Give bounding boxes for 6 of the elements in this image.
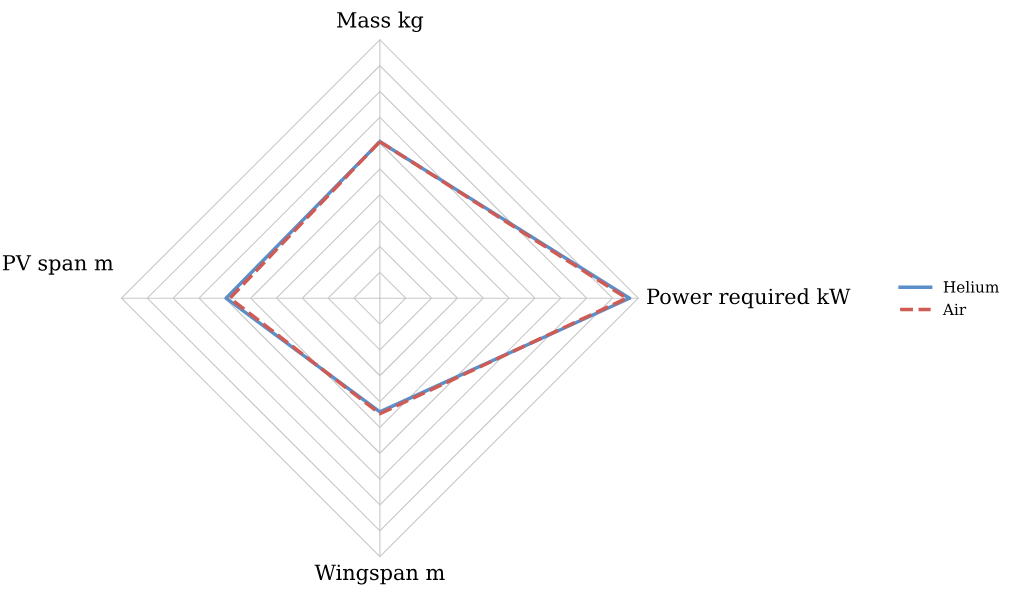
spoke-label: Mass kg <box>337 11 424 33</box>
spoke-label: Power required kW <box>647 288 851 309</box>
legend-label: Air <box>942 303 967 315</box>
spoke-label: Wingspan m <box>314 564 445 585</box>
spoke-label: PV span m <box>2 255 114 275</box>
legend-label: Helium <box>943 280 999 293</box>
